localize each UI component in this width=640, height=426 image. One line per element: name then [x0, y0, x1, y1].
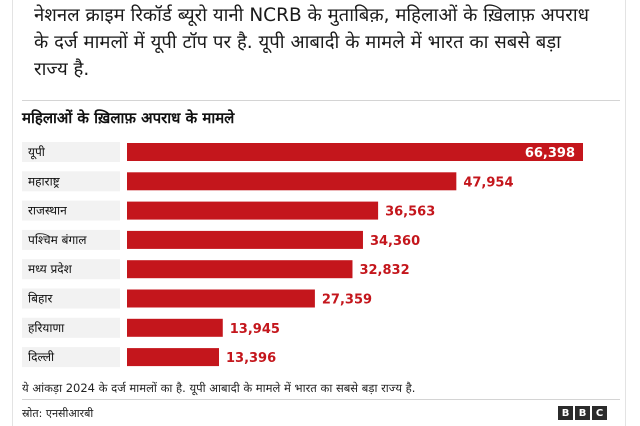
category-label-background: [22, 317, 120, 338]
category-label-background: [22, 288, 120, 309]
divider-top: [22, 100, 620, 101]
bar: [127, 201, 379, 220]
post-card: [12, 0, 626, 426]
divider-bottom: [22, 399, 620, 400]
value-label: 34,360: [370, 234, 420, 249]
category-label: महाराष्ट्र: [28, 174, 61, 188]
category-label-background: [22, 200, 120, 221]
category-label-background: [22, 259, 120, 280]
chart-title: महिलाओं के ख़िलाफ़ अपराध के मामले: [22, 109, 235, 127]
category-label-background: [22, 347, 120, 368]
category-label: हरियाणा: [28, 321, 65, 335]
category-label: यूपी: [28, 145, 46, 160]
value-label: 13,945: [230, 322, 280, 337]
bbc-logo-letter: B: [558, 406, 573, 420]
bbc-logo-letter: C: [592, 406, 607, 420]
category-label: पश्चिम बंगाल: [28, 233, 87, 247]
category-label-background: [22, 229, 120, 250]
bbc-logo: B B C: [558, 406, 607, 420]
value-label: 66,398: [525, 146, 575, 161]
bbc-logo-letter: B: [575, 406, 590, 420]
category-label: बिहार: [28, 292, 53, 306]
category-label-background: [22, 171, 120, 192]
value-label: 27,359: [322, 293, 372, 308]
category-label: मध्य प्रदेश: [28, 262, 73, 276]
value-label: 32,832: [359, 263, 409, 278]
bar: [127, 172, 457, 191]
category-label: राजस्थान: [28, 204, 67, 218]
bar: [127, 260, 353, 279]
category-label: दिल्ली: [28, 350, 55, 364]
value-label: 47,954: [463, 175, 513, 190]
source-label: स्रोत: एनसीआरबी: [22, 407, 94, 420]
value-label: 36,563: [385, 205, 435, 220]
chart-note: ये आंकड़ा 2024 के दर्ज मामलों का है. यूप…: [22, 381, 416, 395]
bar: [127, 348, 219, 367]
article-paragraph: नेशनल क्राइम रिकॉर्ड ब्यूरो यानी NCRB के…: [34, 5, 589, 80]
bar: [127, 143, 583, 161]
bar: [127, 230, 363, 249]
value-label: 13,396: [226, 351, 276, 366]
bar: [127, 318, 223, 337]
bar: [127, 289, 315, 308]
category-label-background: [22, 142, 120, 162]
